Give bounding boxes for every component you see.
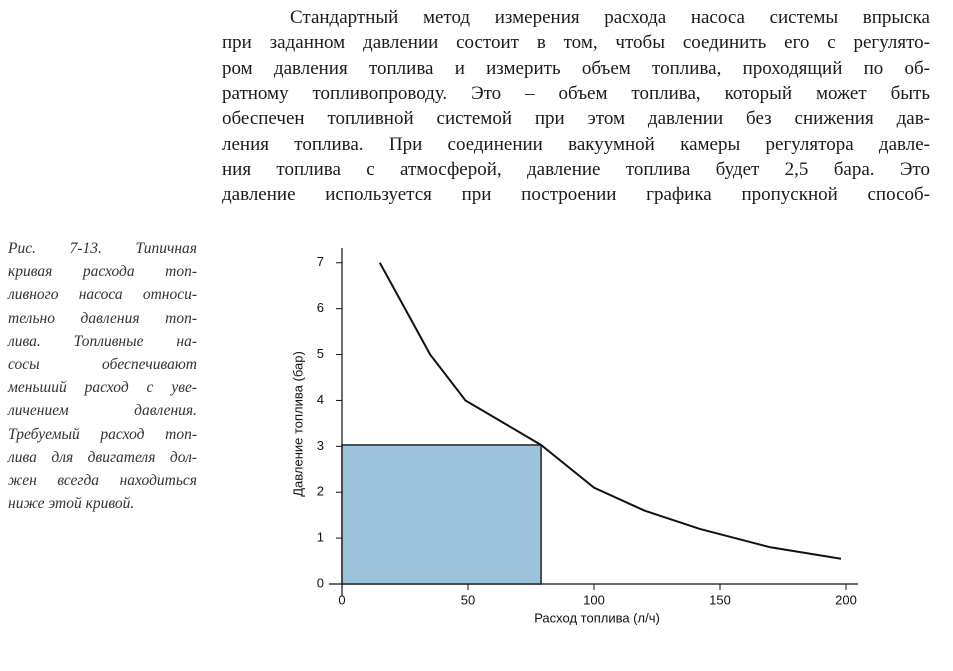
text-line: давление используется при построении гра… <box>222 184 930 206</box>
caption-line: ливного насоса относи- <box>8 286 197 304</box>
y-tick-label: 7 <box>317 254 324 269</box>
x-tick-label: 150 <box>709 592 731 607</box>
y-tick-label: 1 <box>317 530 324 545</box>
caption-line: сосы обеспечивают <box>8 356 197 373</box>
text-line: обеспечен топливной системой при этом да… <box>222 108 930 130</box>
text-line: Стандартный метод измерения расхода насо… <box>290 7 930 28</box>
x-tick-label: 50 <box>461 592 475 607</box>
y-tick-label: 0 <box>317 575 324 590</box>
text-line: ром давления топлива и измерить объем то… <box>222 57 930 79</box>
caption-line: тельно давления топ- <box>8 309 197 327</box>
caption-line: лива для двигателя дол- <box>8 448 197 466</box>
y-tick-label: 4 <box>317 392 324 407</box>
x-tick-label: 0 <box>338 592 345 607</box>
caption-line: ниже этой кривой. <box>8 495 135 513</box>
caption-line: меньший расход с уве- <box>8 379 197 397</box>
x-tick-label: 200 <box>835 592 857 607</box>
caption-line: кривая расхода топ- <box>8 263 197 281</box>
text-line: ления топлива. При соединении вакуумной … <box>222 133 930 155</box>
text-line: ратному топливопроводу. Это – объем топл… <box>222 82 930 104</box>
highlight-region <box>341 444 542 585</box>
caption-line: Рис. 7-13. Типичная <box>8 240 197 257</box>
caption-line: лива. Топливные на- <box>8 332 197 350</box>
caption-line: личением давления. <box>8 402 197 420</box>
y-tick-label: 5 <box>317 346 324 361</box>
text-line: при заданном давлении состоит в том, что… <box>222 32 930 54</box>
y-tick-label: 3 <box>317 438 324 453</box>
x-tick-label: 100 <box>583 592 605 607</box>
y-tick-label: 2 <box>317 484 324 499</box>
text-line: ния топлива с атмосферой, давление топли… <box>222 158 930 180</box>
x-axis-title: Расход топлива (л/ч) <box>534 610 660 625</box>
caption-line: Требуемый расход топ- <box>8 425 197 443</box>
y-axis-title: Давление топлива (бар) <box>290 351 305 497</box>
curve <box>378 262 842 560</box>
caption-line: жен всегда находиться <box>8 472 197 489</box>
y-tick-label: 6 <box>317 300 324 315</box>
